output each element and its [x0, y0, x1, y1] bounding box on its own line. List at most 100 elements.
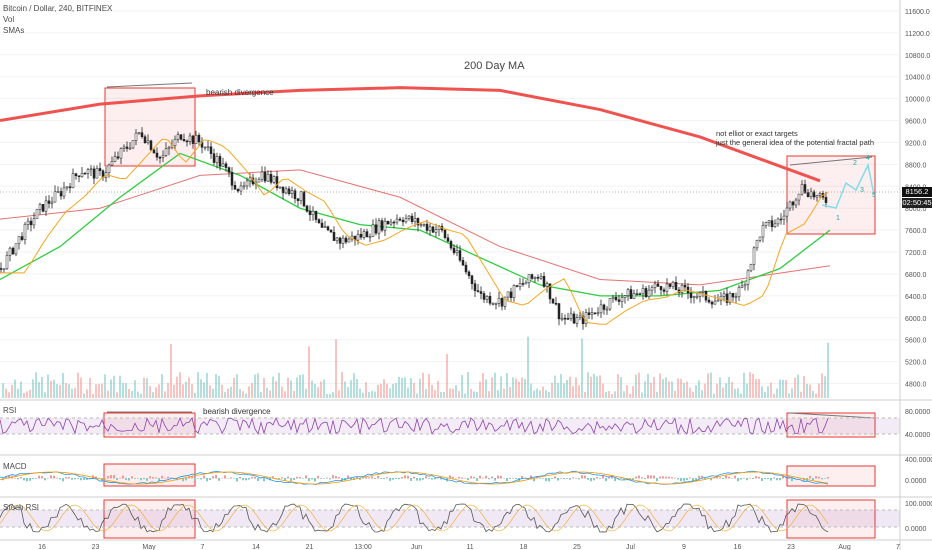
volume-bar	[527, 336, 529, 398]
candle-body	[368, 236, 372, 238]
candle-body	[47, 200, 51, 204]
volume-bar	[89, 377, 91, 398]
macd-histogram-bar	[407, 475, 409, 479]
candle-body	[113, 156, 117, 162]
macd-histogram-bar	[29, 478, 31, 481]
volume-bar	[617, 374, 619, 398]
volume-bar	[659, 373, 661, 398]
volume-bar	[758, 379, 760, 398]
macd-histogram-bar	[725, 475, 727, 479]
volume-bar	[731, 382, 733, 398]
smas-label: SMAs	[3, 26, 25, 35]
volume-bar	[35, 372, 37, 398]
candle-body	[245, 180, 249, 187]
price-tick-label: 9600.0	[905, 119, 927, 126]
macd-histogram-bar	[47, 478, 49, 479]
volume-bar	[143, 377, 145, 398]
candle-body	[713, 300, 717, 305]
candle-body	[335, 237, 339, 241]
volume-bar	[362, 392, 364, 398]
volume-bar	[791, 388, 793, 398]
volume-bar	[473, 391, 475, 398]
volume-bar	[623, 391, 625, 398]
price-tick-label: 6000.0	[905, 316, 927, 323]
candle-body	[236, 188, 240, 192]
macd-histogram-bar	[662, 476, 664, 479]
projection-box-macd	[786, 465, 876, 487]
candle-body	[53, 191, 57, 203]
candle-body	[527, 274, 531, 284]
macd-histogram-bar	[350, 478, 352, 480]
candle-body	[509, 291, 513, 298]
volume-bar	[599, 375, 601, 398]
candle-body	[494, 303, 498, 305]
macd-histogram-bar	[497, 475, 499, 479]
volume-bar	[803, 375, 805, 398]
price-tick-label: 7600.0	[905, 228, 927, 235]
macd-histogram-bar	[491, 476, 493, 479]
macd-histogram-bar	[515, 478, 517, 480]
macd-histogram-bar	[815, 476, 817, 479]
macd-histogram-bar	[779, 478, 781, 481]
volume-bar	[218, 375, 220, 398]
candle-body	[299, 191, 303, 201]
candle-body	[752, 247, 756, 265]
macd-histogram-bar	[134, 478, 136, 479]
candle-body	[572, 313, 576, 324]
candle-body	[554, 302, 558, 305]
volume-bar	[329, 393, 331, 398]
price-tick-label: 9200.0	[905, 140, 927, 147]
volume-bar	[47, 374, 49, 398]
candle-body	[281, 186, 285, 194]
volume-bar	[149, 386, 151, 398]
volume-bar	[374, 391, 376, 398]
candle-body	[728, 293, 732, 303]
candle-body	[161, 155, 165, 158]
volume-bar	[119, 375, 121, 398]
candle-body	[89, 168, 93, 171]
macd-histogram-bar	[464, 477, 466, 479]
candle-body	[275, 176, 279, 188]
macd-histogram-bar	[416, 478, 418, 481]
macd-histogram-bar	[557, 478, 559, 481]
candle-body	[449, 241, 453, 249]
candle-body	[71, 173, 75, 189]
volume-bar	[794, 377, 796, 398]
macd-histogram-bar	[302, 478, 304, 479]
macd-histogram-bar	[674, 477, 676, 479]
candle-body	[698, 291, 702, 297]
macd-histogram-bar	[740, 478, 742, 480]
macd-histogram-bar	[449, 475, 451, 479]
macd-histogram-bar	[443, 478, 445, 479]
candle-body	[8, 247, 12, 256]
macd-histogram-bar	[569, 478, 571, 480]
macd-histogram-bar	[776, 478, 778, 481]
macd-histogram-bar	[59, 478, 61, 480]
macd-histogram-bar	[560, 477, 562, 479]
price-tick-label: 5200.0	[905, 360, 927, 367]
macd-histogram-bar	[566, 478, 568, 479]
volume-bar	[326, 393, 328, 398]
candle-body	[263, 171, 267, 182]
volume-bar	[542, 386, 544, 398]
candle-body	[611, 296, 615, 299]
candle-body	[560, 317, 564, 320]
volume-bar	[239, 389, 241, 398]
volume-bar	[122, 383, 124, 398]
time-tick-label: 16	[38, 544, 46, 550]
candle-body	[125, 146, 129, 149]
candle-body	[191, 135, 195, 144]
candle-body	[653, 283, 657, 288]
candle-body	[458, 250, 462, 261]
volume-bar	[98, 383, 100, 398]
candle-body	[392, 221, 396, 224]
volume-bar	[452, 388, 454, 398]
macd-histogram-bar	[68, 477, 70, 479]
volume-bar	[332, 392, 334, 398]
volume-bar	[581, 338, 583, 398]
candle-body	[746, 270, 750, 285]
divergence-box-rsi	[103, 412, 196, 438]
volume-bar	[512, 377, 514, 398]
wave-label: 3	[860, 187, 864, 194]
